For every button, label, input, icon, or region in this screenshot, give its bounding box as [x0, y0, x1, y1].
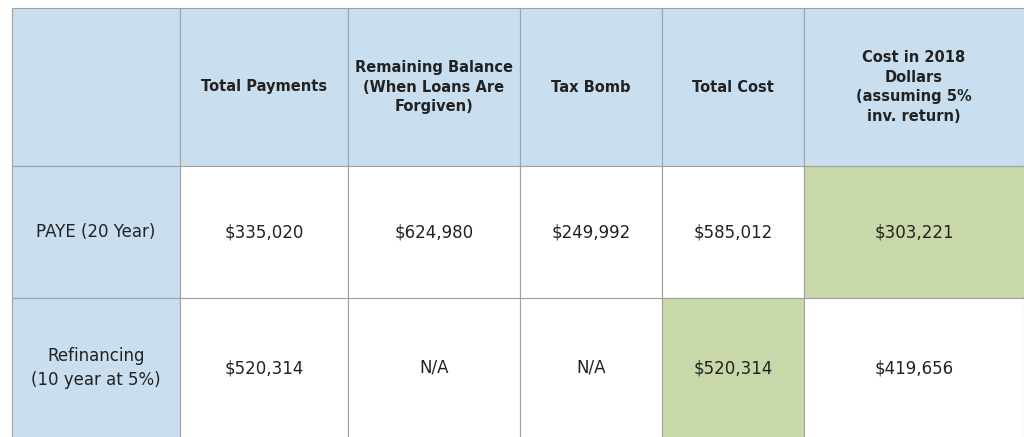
Bar	[348, 8, 520, 166]
Bar	[180, 166, 348, 298]
Bar	[12, 166, 180, 298]
Bar	[12, 8, 180, 166]
Text: $303,221: $303,221	[874, 223, 953, 241]
Text: Tax Bomb: Tax Bomb	[551, 80, 631, 94]
Text: N/A: N/A	[577, 359, 606, 377]
Bar	[520, 8, 662, 166]
Bar	[804, 166, 1024, 298]
Text: $419,656: $419,656	[874, 359, 953, 377]
Text: $335,020: $335,020	[224, 223, 304, 241]
Bar	[662, 8, 804, 166]
Text: Cost in 2018
Dollars
(assuming 5%
inv. return): Cost in 2018 Dollars (assuming 5% inv. r…	[856, 50, 972, 124]
Text: Remaining Balance
(When Loans Are
Forgiven): Remaining Balance (When Loans Are Forgiv…	[355, 60, 513, 114]
Bar	[12, 298, 180, 437]
Bar	[520, 166, 662, 298]
Text: $585,012: $585,012	[693, 223, 773, 241]
Bar	[348, 298, 520, 437]
Bar	[662, 298, 804, 437]
Bar	[662, 166, 804, 298]
Text: Refinancing
(10 year at 5%): Refinancing (10 year at 5%)	[31, 347, 161, 389]
Bar	[520, 298, 662, 437]
Text: $520,314: $520,314	[224, 359, 304, 377]
Bar	[180, 298, 348, 437]
Bar	[180, 8, 348, 166]
Text: $624,980: $624,980	[394, 223, 473, 241]
Text: PAYE (20 Year): PAYE (20 Year)	[36, 223, 156, 241]
Bar	[804, 298, 1024, 437]
Text: $520,314: $520,314	[693, 359, 773, 377]
Text: Total Payments: Total Payments	[201, 80, 327, 94]
Text: N/A: N/A	[419, 359, 449, 377]
Bar	[348, 166, 520, 298]
Text: Total Cost: Total Cost	[692, 80, 774, 94]
Text: $249,992: $249,992	[551, 223, 631, 241]
Bar	[804, 8, 1024, 166]
